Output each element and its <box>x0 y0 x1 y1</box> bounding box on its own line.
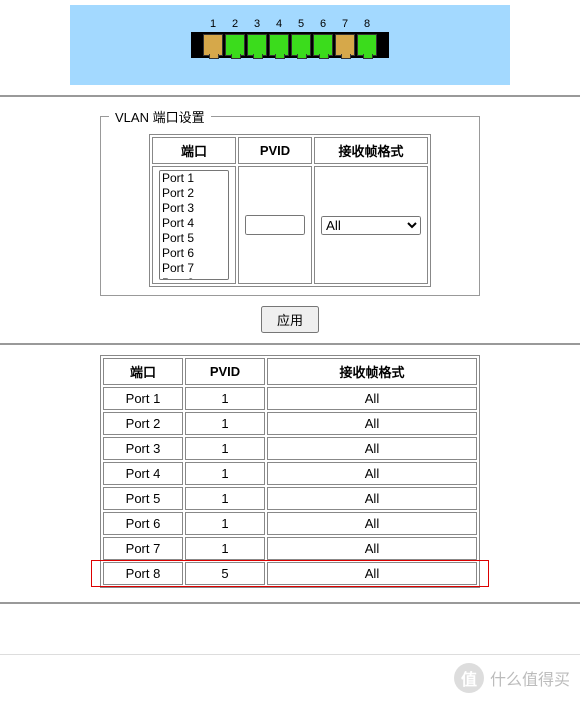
cell-port: Port 4 <box>103 462 183 485</box>
vlan-port-config: VLAN 端口设置 端口 PVID 接收帧格式 Port 1Port 2Port… <box>100 107 480 296</box>
cell-frame: All <box>267 512 477 535</box>
port-option[interactable]: Port 6 <box>160 246 228 261</box>
port-jack-7 <box>335 34 355 56</box>
cell-frame: All <box>267 387 477 410</box>
cell-port: Port 1 <box>103 387 183 410</box>
cell-port: Port 2 <box>103 412 183 435</box>
port-jack-3 <box>247 34 267 56</box>
apply-button[interactable]: 应用 <box>261 306 319 333</box>
cell-pvid: 1 <box>185 437 265 460</box>
port-number: 2 <box>225 18 245 30</box>
port-number: 3 <box>247 18 267 30</box>
cell-pvid: 1 <box>185 462 265 485</box>
watermark-text: 什么值得买 <box>490 666 570 690</box>
cell-pvid: 1 <box>185 512 265 535</box>
cell-pvid: 1 <box>185 412 265 435</box>
col-pvid: PVID <box>238 137 312 164</box>
cell-frame: All <box>267 487 477 510</box>
port-jack-1 <box>203 34 223 56</box>
separator <box>0 343 580 345</box>
port-option[interactable]: Port 4 <box>160 216 228 231</box>
table-row: Port 21All <box>103 412 477 435</box>
table-row: Port 51All <box>103 487 477 510</box>
port-option[interactable]: Port 1 <box>160 171 228 186</box>
cell-port: Port 7 <box>103 537 183 560</box>
table-row: Port 41All <box>103 462 477 485</box>
table-row: Port 31All <box>103 437 477 460</box>
status-table-wrap: 端口 PVID 接收帧格式 Port 11AllPort 21AllPort 3… <box>100 355 480 588</box>
cell-frame: All <box>267 562 477 585</box>
config-legend: VLAN 端口设置 <box>109 107 211 126</box>
port-jack-2 <box>225 34 245 56</box>
cell-port: Port 5 <box>103 487 183 510</box>
port-option[interactable]: Port 5 <box>160 231 228 246</box>
port-number: 1 <box>203 18 223 30</box>
port-jack-6 <box>313 34 333 56</box>
port-select[interactable]: Port 1Port 2Port 3Port 4Port 5Port 6Port… <box>159 170 229 280</box>
cell-port: Port 6 <box>103 512 183 535</box>
port-number: 6 <box>313 18 333 30</box>
port-jack-5 <box>291 34 311 56</box>
cell-frame: All <box>267 462 477 485</box>
frame-format-select[interactable]: All <box>321 216 421 235</box>
port-option[interactable]: Port 2 <box>160 186 228 201</box>
port-number: 8 <box>357 18 377 30</box>
col-port: 端口 <box>152 137 236 164</box>
port-jack-8 <box>357 34 377 56</box>
watermark: 值 什么值得买 <box>0 654 580 714</box>
cell-frame: All <box>267 412 477 435</box>
cell-pvid: 1 <box>185 487 265 510</box>
col-port: 端口 <box>103 358 183 385</box>
port-option[interactable]: Port 3 <box>160 201 228 216</box>
table-row: Port 71All <box>103 537 477 560</box>
col-pvid: PVID <box>185 358 265 385</box>
cell-pvid: 5 <box>185 562 265 585</box>
port-number: 5 <box>291 18 311 30</box>
port-option[interactable]: Port 7 <box>160 261 228 276</box>
cell-port: Port 8 <box>103 562 183 585</box>
port-number: 7 <box>335 18 355 30</box>
cell-pvid: 1 <box>185 537 265 560</box>
col-frame: 接收帧格式 <box>267 358 477 385</box>
config-table: 端口 PVID 接收帧格式 Port 1Port 2Port 3Port 4Po… <box>149 134 431 287</box>
pvid-input[interactable] <box>245 215 305 235</box>
table-row: Port 11All <box>103 387 477 410</box>
port-jack-4 <box>269 34 289 56</box>
separator <box>0 95 580 97</box>
cell-frame: All <box>267 537 477 560</box>
cell-port: Port 3 <box>103 437 183 460</box>
status-table: 端口 PVID 接收帧格式 Port 11AllPort 21AllPort 3… <box>100 355 480 588</box>
port-option[interactable]: Port 8 <box>160 276 228 280</box>
table-row: Port 61All <box>103 512 477 535</box>
cell-frame: All <box>267 437 477 460</box>
cell-pvid: 1 <box>185 387 265 410</box>
switch-port-diagram: 12345678 <box>70 5 510 85</box>
port-number: 4 <box>269 18 289 30</box>
col-frame: 接收帧格式 <box>314 137 428 164</box>
watermark-icon: 值 <box>454 663 484 693</box>
separator <box>0 602 580 604</box>
table-row: Port 85All <box>103 562 477 585</box>
